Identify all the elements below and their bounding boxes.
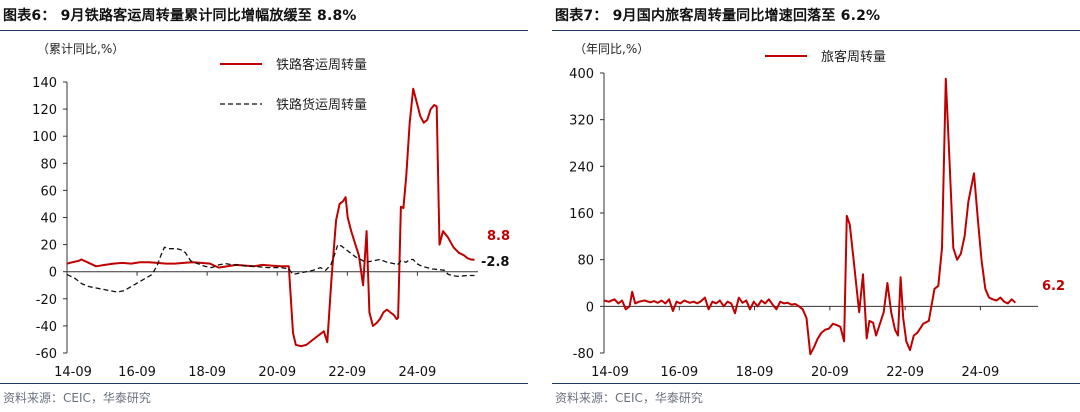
title-rule [0, 30, 528, 31]
x-tick-label: 24-09 [962, 365, 1000, 380]
chart-title: 图表7： 9月国内旅客周转量同比增速回落至 6.2% [555, 8, 881, 24]
y-tick-label: 240 [569, 160, 594, 175]
end-value-label-2: -2.8 [481, 255, 509, 270]
legend-label-1: 旅客周转量 [821, 49, 886, 65]
title-rule [552, 30, 1080, 31]
y-tick-label: 20 [40, 239, 57, 254]
y-tick-label: -60 [36, 347, 57, 362]
legend-label-2: 铁路货运周转量 [276, 97, 367, 113]
y-tick-label: -80 [573, 347, 594, 362]
y-tick-label: 80 [40, 157, 57, 172]
y-tick-label: 400 [569, 67, 594, 82]
passenger-chart-plot: （年同比,%） 400 320 240 160 80 0 -80 14-09 16-09 18-09… [569, 42, 1065, 380]
x-tick-label: 16-09 [660, 365, 698, 380]
chart-panel-passenger: 图表7： 9月国内旅客周转量同比增速回落至 6.2% （年同比,%） 400 320… [552, 0, 1080, 412]
rail-chart-plot: （累计同比,%） 140 120 100 80 60 40 20 0 -20 -40 -60 14-09… [32, 42, 510, 380]
end-value-label-1: 8.8 [487, 229, 510, 244]
x-tick-label: 22-09 [328, 365, 366, 380]
chart-panel-rail: 图表6： 9月铁路客运周转量累计同比增幅放缓至 8.8% （累计同比,%） 140… [0, 0, 528, 412]
y-tick-label: 320 [569, 114, 594, 129]
series-line-1 [66, 87, 475, 348]
source-note: 资料来源：CEIC，华泰研究 [555, 391, 703, 405]
y-tick-label: -20 [36, 293, 57, 308]
x-tick-label: 24-09 [398, 365, 436, 380]
y-tick-label: 120 [32, 103, 57, 118]
x-tick-label: 18-09 [188, 365, 226, 380]
end-value-label-1: 6.2 [1042, 279, 1065, 294]
y-tick-label: 60 [40, 184, 57, 199]
y-tick-label: 140 [32, 76, 57, 91]
x-tick-label: 18-09 [736, 365, 774, 380]
y-tick-label: 100 [32, 130, 57, 145]
y-tick-label: 160 [569, 207, 594, 222]
x-tick-label: 14-09 [54, 365, 92, 380]
legend-label-1: 铁路客运周转量 [276, 57, 367, 73]
y-tick-label: 80 [577, 254, 594, 269]
series-line-1 [603, 77, 1017, 356]
source-note: 资料来源：CEIC，华泰研究 [3, 391, 151, 405]
y-tick-label: -40 [36, 320, 57, 335]
y-tick-label: 0 [586, 300, 594, 315]
x-tick-label: 20-09 [811, 365, 849, 380]
x-tick-label: 14-09 [591, 365, 629, 380]
y-axis-unit-label: （累计同比,%） [37, 42, 124, 56]
x-tick-label: 16-09 [118, 365, 156, 380]
source-rule [552, 383, 1080, 384]
y-tick-label: 40 [40, 212, 57, 227]
y-axis-unit-label: （年同比,%） [574, 42, 649, 56]
x-tick-label: 20-09 [258, 365, 296, 380]
y-tick-label: 0 [49, 266, 57, 281]
x-tick-label: 22-09 [886, 365, 924, 380]
series-line-2 [66, 243, 475, 293]
chart-title: 图表6： 9月铁路客运周转量累计同比增幅放缓至 8.8% [3, 8, 357, 24]
source-rule [0, 383, 528, 384]
